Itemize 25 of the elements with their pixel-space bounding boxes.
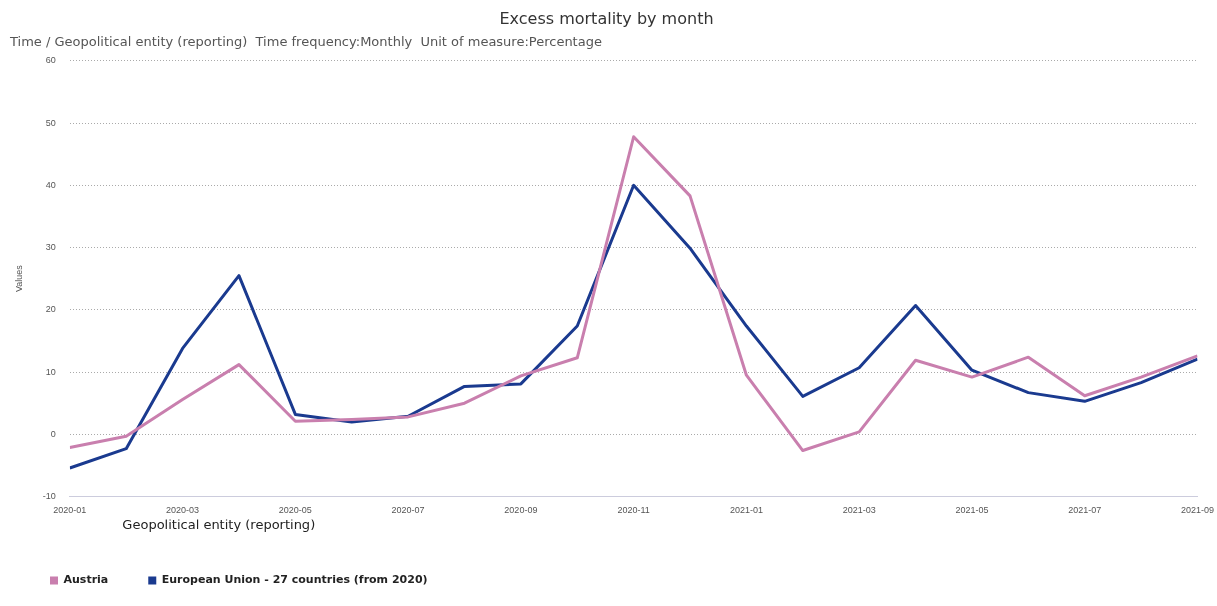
x-tick-label: 2020-05 [278, 505, 312, 516]
y-tick-label: -10 [42, 491, 56, 502]
x-tick-label: 2020-01 [53, 505, 87, 516]
x-tick-label: 2020-11 [617, 505, 650, 516]
legend-title: Geopolitical entity (reporting) [122, 517, 316, 533]
y-tick-label: 10 [45, 366, 56, 377]
x-tick-label: 2021-07 [1068, 505, 1102, 516]
legend-label: European Union - 27 countries (from 2020) [161, 573, 428, 587]
x-tick-label: 2021-01 [729, 505, 763, 516]
chart-subtitle: Time / Geopolitical entity (reporting) Time frequency:Monthly Unit of measure:Percentage [9, 34, 602, 50]
y-tick-label: 40 [45, 179, 56, 190]
x-tick-label: 2021-09 [1180, 505, 1214, 516]
legend-label: Austria [63, 573, 109, 587]
x-tick-label: 2020-09 [504, 505, 538, 516]
y-tick-label: 60 [45, 55, 56, 66]
x-tick-label: 2020-07 [391, 505, 425, 516]
y-tick-label: 0 [50, 428, 56, 439]
y-tick-label: 50 [45, 117, 56, 128]
x-tick-label: 2021-05 [955, 505, 989, 516]
y-tick-label: 30 [45, 242, 56, 253]
x-tick-label: 2020-03 [166, 505, 200, 516]
y-axis-title: Values [13, 264, 24, 293]
y-tick-label: 20 [45, 304, 56, 315]
x-tick-label: 2021-03 [842, 505, 876, 516]
chart-title: Excess mortality by month [499, 8, 714, 28]
